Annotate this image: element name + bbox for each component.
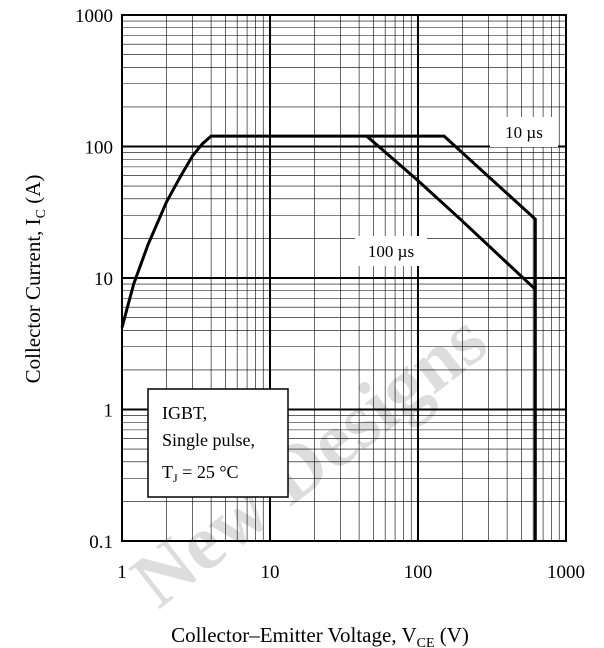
series-layer xyxy=(120,134,537,541)
x-tick-label: 1000 xyxy=(547,562,585,583)
x-tick-label: 10 xyxy=(261,562,280,583)
series-label-100us: 100 µs xyxy=(355,236,427,266)
annotation-line-1: IGBT, xyxy=(162,403,207,423)
annotation-line-3: TJ = 25 °C xyxy=(162,462,239,485)
x-tick-label: 1 xyxy=(117,562,127,583)
y-tick-label: 1000 xyxy=(75,6,113,27)
y-tick-label: 1 xyxy=(104,401,114,422)
x-tick-label: 100 xyxy=(404,562,433,583)
annotation-line-2: Single pulse, xyxy=(162,430,255,450)
plot-frame xyxy=(121,14,567,542)
y-tick-label: 10 xyxy=(94,269,113,290)
annotation-box: IGBT, Single pulse, TJ = 25 °C xyxy=(147,388,289,498)
series-label-100us-text: 100 µs xyxy=(368,242,414,261)
series-line-10us xyxy=(120,134,537,541)
y-axis-title: Collector Current, IC (A) xyxy=(21,175,49,384)
series-line-100us xyxy=(365,134,537,291)
y-tick-label: 0.1 xyxy=(89,532,113,553)
y-tick-label: 100 xyxy=(85,138,114,159)
series-label-10us: 10 µs xyxy=(490,117,558,147)
series-label-10us-text: 10 µs xyxy=(505,123,543,142)
x-axis-title: Collector–Emitter Voltage, VCE (V) xyxy=(171,623,469,648)
